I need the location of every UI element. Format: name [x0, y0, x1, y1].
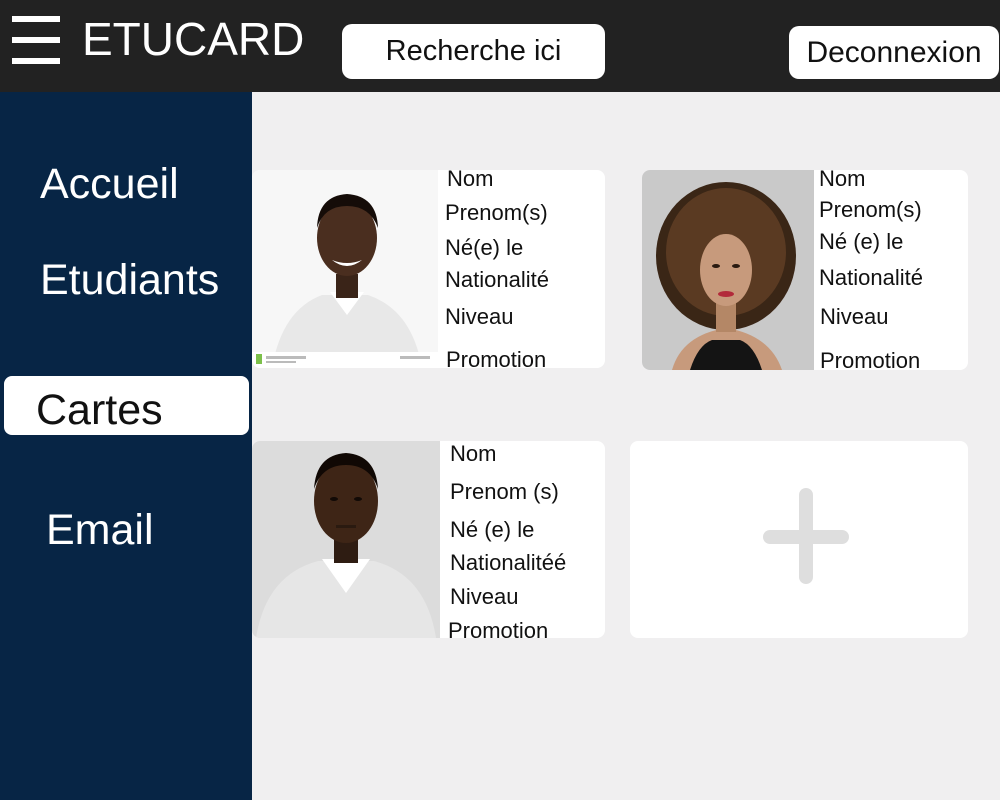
sidebar-item-cartes[interactable]: Cartes — [4, 376, 249, 435]
student-card[interactable]: Nom Prenom(s) Né (e) le Nationalité Nive… — [642, 170, 968, 370]
field-prenoms: Prenom(s) — [819, 197, 922, 222]
field-nationalite: Nationalité — [819, 265, 923, 290]
hamburger-menu-icon[interactable] — [12, 16, 60, 64]
field-nationalite: Nationalitéé — [450, 550, 567, 575]
field-niveau: Niveau — [445, 304, 514, 329]
student-card[interactable]: Nom Prenom(s) Né(e) le Nationalité Nivea… — [252, 170, 605, 368]
field-promotion: Promotion — [446, 347, 547, 368]
field-date-naissance: Né (e) le — [819, 229, 904, 254]
field-niveau: Niveau — [820, 304, 889, 329]
field-nom: Nom — [819, 170, 866, 191]
field-niveau: Niveau — [450, 584, 519, 609]
field-promotion: Promotion — [448, 618, 549, 638]
field-prenoms: Prenom(s) — [445, 200, 548, 225]
sidebar: Accueil Etudiants Cartes Email — [0, 92, 252, 800]
sidebar-item-etudiants[interactable]: Etudiants — [40, 256, 220, 304]
sidebar-item-email[interactable]: Email — [46, 506, 154, 554]
sidebar-item-accueil[interactable]: Accueil — [40, 160, 179, 208]
app-title: ETUCARD — [82, 13, 305, 65]
field-nom: Nom — [447, 170, 494, 191]
student-photo — [642, 170, 814, 370]
field-promotion: Promotion — [820, 348, 921, 370]
field-nom: Nom — [450, 441, 497, 466]
student-card[interactable]: Nom Prenom (s) Né (e) le Nationalitéé Ni… — [252, 441, 605, 638]
student-photo — [252, 441, 440, 638]
field-prenoms: Prenom (s) — [450, 479, 559, 504]
field-date-naissance: Né (e) le — [450, 517, 535, 542]
field-date-naissance: Né(e) le — [445, 235, 524, 260]
logout-button[interactable]: Deconnexion — [789, 26, 999, 79]
field-nationalite: Nationalité — [445, 267, 549, 292]
student-photo — [252, 170, 438, 368]
search-input[interactable] — [342, 24, 605, 79]
top-bar: ETUCARD Deconnexion — [0, 0, 1000, 92]
add-card-button[interactable] — [630, 441, 968, 638]
